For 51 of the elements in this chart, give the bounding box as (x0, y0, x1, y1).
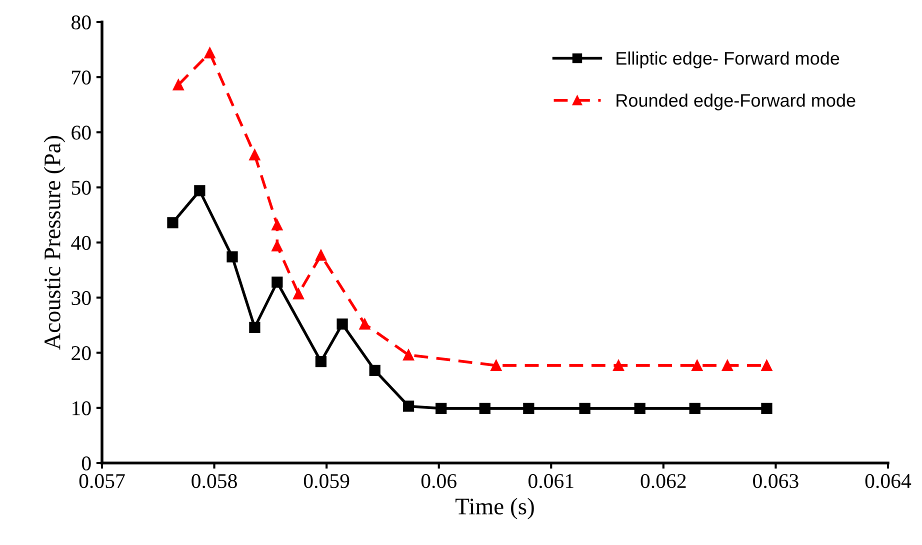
y-tick-label: 20 (72, 346, 91, 360)
point (249, 322, 260, 333)
point (612, 360, 624, 371)
x-tick-label: 0.059 (304, 474, 350, 488)
point (722, 360, 733, 371)
point (292, 288, 304, 300)
point (272, 240, 283, 252)
y-tick-label: 50 (72, 180, 91, 195)
x-tick-label: 0.06 (421, 474, 456, 488)
point (579, 402, 590, 414)
point (194, 185, 206, 196)
point (272, 219, 283, 230)
point (204, 47, 216, 58)
point (226, 251, 238, 262)
y-tick-label: 40 (71, 236, 91, 250)
point (172, 79, 184, 90)
legend-label: Elliptic edge- Forward mode (616, 51, 840, 68)
point (167, 217, 178, 228)
point (689, 402, 700, 414)
y-tick-label: 30 (72, 291, 91, 306)
x-tick-label: 0.058 (192, 474, 237, 488)
point (523, 402, 534, 414)
point (761, 360, 772, 371)
point (634, 402, 646, 414)
y-axis-title: Acoustic Pressure (Pa) (44, 136, 66, 350)
point (272, 276, 283, 288)
point (336, 318, 348, 330)
x-tick-label: 0.063 (753, 474, 798, 488)
x-axis-title: Time (s) (456, 498, 534, 520)
y-tick-label: 60 (72, 126, 91, 140)
x-tick-label: 0.057 (79, 474, 125, 488)
y-tick-label: 70 (72, 70, 91, 85)
point (249, 149, 260, 160)
x-tick-label: 0.062 (640, 474, 686, 488)
point (315, 356, 327, 368)
point (761, 402, 772, 414)
point (490, 360, 502, 371)
point (315, 250, 327, 261)
point (369, 364, 380, 376)
point (402, 349, 414, 361)
y-tick-label: 10 (72, 401, 91, 416)
x-tick-label: 0.061 (528, 474, 574, 488)
point (692, 360, 703, 371)
point (479, 402, 490, 414)
x-tick-label: 0.064 (865, 474, 912, 488)
point (402, 400, 414, 412)
point (436, 402, 447, 414)
point (359, 318, 370, 330)
y-tick-label: 0 (82, 456, 91, 470)
y-tick-label: 80 (72, 15, 91, 30)
legend-label: Rounded edge-Forward mode (616, 94, 856, 110)
